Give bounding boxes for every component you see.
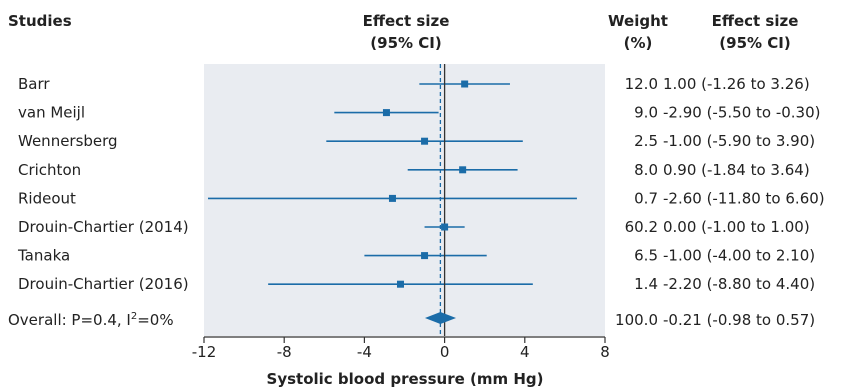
study-label-drouin-chartier-2016: Drouin-Chartier (2016)	[18, 275, 189, 293]
study-label-drouin-chartier-2014: Drouin-Chartier (2014)	[18, 218, 189, 236]
point-estimate-van-meijl	[382, 109, 390, 117]
header-studies: Studies	[8, 12, 72, 30]
study-label-tanaka: Tanaka	[17, 247, 70, 265]
x-axis-title: Systolic blood pressure (mm Hg)	[267, 370, 544, 388]
ci-text-van-meijl: -2.90 (-5.50 to -0.30)	[663, 104, 821, 122]
weight-wennersberg: 2.5	[634, 132, 658, 150]
overall-diamond	[424, 312, 457, 324]
x-tick-label: 4	[520, 343, 530, 361]
point-estimate-crichton	[459, 166, 467, 174]
study-label-crichton: Crichton	[18, 161, 81, 179]
ci-text-tanaka: -1.00 (-4.00 to 2.10)	[663, 247, 815, 265]
overall-label: Overall: P=0.4, I2=0%	[8, 311, 174, 329]
study-label-rideout: Rideout	[18, 189, 76, 207]
point-estimate-wennersberg	[421, 137, 429, 145]
x-tick-label: 0	[440, 343, 450, 361]
weight-rideout: 0.7	[634, 189, 658, 207]
weight-van-meijl: 9.0	[634, 104, 658, 122]
header-ci-effect-size: Effect size	[712, 12, 799, 30]
weight-crichton: 8.0	[634, 161, 658, 179]
x-tick-label: 8	[600, 343, 610, 361]
ci-text-rideout: -2.60 (-11.80 to 6.60)	[663, 189, 825, 207]
point-estimate-drouin-chartier-2014	[441, 223, 449, 231]
study-label-van-meijl: van Meijl	[18, 104, 85, 122]
x-tick-label: -12	[192, 343, 217, 361]
point-estimate-barr	[461, 80, 469, 88]
x-axis: -12 -8 -4 0 4 8	[192, 336, 610, 361]
ci-text-drouin-chartier-2014: 0.00 (-1.00 to 1.00)	[663, 218, 810, 236]
point-estimate-drouin-chartier-2016	[396, 280, 404, 288]
x-tick-label: -8	[277, 343, 292, 361]
header-effect-ci: (95% CI)	[370, 34, 441, 52]
x-tick-label: -4	[357, 343, 372, 361]
header-effect-size: Effect size	[363, 12, 450, 30]
overall-ci-text: -0.21 (-0.98 to 0.57)	[663, 311, 815, 329]
ci-text-crichton: 0.90 (-1.84 to 3.64)	[663, 161, 810, 179]
overall-weight: 100.0	[615, 311, 658, 329]
ci-text-drouin-chartier-2016: -2.20 (-8.80 to 4.40)	[663, 275, 815, 293]
weight-barr: 12.0	[625, 75, 658, 93]
weight-tanaka: 6.5	[634, 247, 658, 265]
header-ci: (95% CI)	[719, 34, 790, 52]
point-estimate-rideout	[388, 194, 396, 202]
plot-panel	[204, 64, 605, 336]
weight-drouin-chartier-2014: 60.2	[625, 218, 658, 236]
study-label-barr: Barr	[18, 75, 50, 93]
weight-drouin-chartier-2016: 1.4	[634, 275, 658, 293]
study-label-wennersberg: Wennersberg	[18, 132, 118, 150]
point-estimate-tanaka	[421, 252, 429, 260]
header-weight-unit: (%)	[624, 34, 653, 52]
header-weight: Weight	[608, 12, 668, 30]
ci-text-barr: 1.00 (-1.26 to 3.26)	[663, 75, 810, 93]
ci-text-wennersberg: -1.00 (-5.90 to 3.90)	[663, 132, 815, 150]
